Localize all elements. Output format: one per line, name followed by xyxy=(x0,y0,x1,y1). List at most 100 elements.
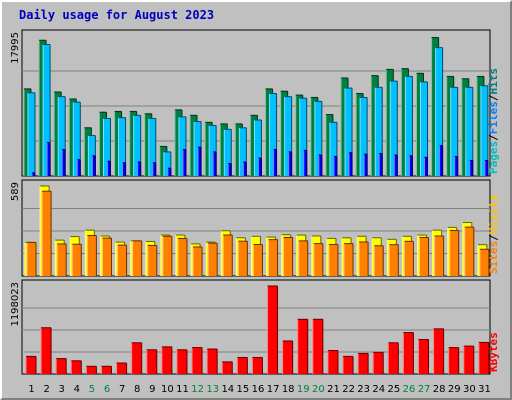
bar-files xyxy=(133,115,141,176)
panel-kbytes: 1198023 KBytes xyxy=(10,279,500,375)
bar-pages xyxy=(213,151,217,176)
bar-sites xyxy=(374,245,384,276)
bar-sites xyxy=(57,243,67,276)
scale-max-label: 589 xyxy=(10,182,21,201)
bar-sites xyxy=(117,245,127,276)
x-tick-label: 3 xyxy=(59,384,65,395)
bar-kbytes xyxy=(312,319,323,374)
x-tick-label: 11 xyxy=(176,384,189,395)
bar-sites xyxy=(162,236,172,276)
bar-sites xyxy=(72,244,82,276)
bar-kbytes xyxy=(71,360,82,374)
bar-kbytes xyxy=(282,340,293,374)
x-tick-label: 14 xyxy=(221,384,234,395)
x-tick-label: 25 xyxy=(388,384,401,395)
x-tick-label: 23 xyxy=(357,384,370,395)
bar-sites xyxy=(449,230,459,276)
legend: Sites/Visits xyxy=(487,195,500,275)
x-tick-label: 27 xyxy=(418,384,431,395)
legend: Pages/Files/Hits xyxy=(487,68,500,174)
scale-max-label: 1198023 xyxy=(10,282,21,327)
x-tick-label: 12 xyxy=(191,384,204,395)
bar-files xyxy=(209,125,217,176)
bar-files xyxy=(345,88,353,176)
panel-hits-files-pages: 17995 Pages/Files/Hits xyxy=(10,29,500,177)
x-tick-label: 20 xyxy=(312,384,325,395)
bar-kbytes xyxy=(146,349,157,374)
bar-files xyxy=(224,129,232,176)
x-tick-label: 2 xyxy=(43,384,49,395)
bar-files xyxy=(43,44,51,177)
x-tick-label: 15 xyxy=(237,384,250,395)
bar-pages xyxy=(484,160,488,176)
bar-pages xyxy=(152,162,156,176)
bar-files xyxy=(375,87,383,176)
bar-sites xyxy=(344,243,354,276)
bar-kbytes xyxy=(373,352,384,374)
bar-kbytes xyxy=(161,346,172,374)
bar-files xyxy=(148,118,156,176)
bar-pages xyxy=(454,156,458,176)
bar-files xyxy=(58,96,66,176)
bar-pages xyxy=(47,142,51,176)
bar-sites xyxy=(193,246,203,276)
bar-pages xyxy=(394,154,398,176)
bar-files xyxy=(329,122,337,176)
bar-kbytes xyxy=(26,356,36,374)
bar-files xyxy=(28,92,35,176)
bar-kbytes xyxy=(418,339,429,374)
legend-entry: Sites xyxy=(487,241,500,274)
bar-pages xyxy=(62,149,66,176)
bar-sites xyxy=(27,242,36,276)
panel-visits-sites: 589 Sites/Visits xyxy=(10,179,500,277)
bar-sites xyxy=(87,235,97,276)
bar-sites xyxy=(238,241,248,276)
bar-sites xyxy=(208,243,218,276)
bar-kbytes xyxy=(41,327,52,374)
bar-pages xyxy=(469,160,473,176)
bar-pages xyxy=(273,149,277,176)
bar-files xyxy=(420,81,428,176)
legend-entry: / xyxy=(487,134,500,141)
bar-files xyxy=(360,97,368,176)
bar-sites xyxy=(328,244,338,276)
x-tick-label: 18 xyxy=(282,384,295,395)
bar-kbytes xyxy=(267,286,278,374)
bar-files xyxy=(405,76,413,176)
bar-files xyxy=(118,117,126,176)
bar-kbytes xyxy=(131,342,142,374)
bar-sites xyxy=(177,238,187,276)
bar-files xyxy=(390,81,398,176)
bar-pages xyxy=(364,154,368,176)
bar-kbytes xyxy=(433,328,444,374)
bar-sites xyxy=(283,237,293,276)
x-tick-label: 24 xyxy=(372,384,385,395)
bar-kbytes xyxy=(358,353,369,374)
bar-files xyxy=(163,151,171,176)
x-tick-label: 7 xyxy=(119,384,125,395)
bar-kbytes xyxy=(478,342,489,374)
bar-files xyxy=(480,85,488,176)
bar-pages xyxy=(303,150,307,176)
bar-kbytes xyxy=(327,350,338,374)
x-tick-label: 16 xyxy=(252,384,265,395)
bar-files xyxy=(284,96,292,176)
bar-sites xyxy=(253,244,263,276)
legend-entry: Visits xyxy=(487,195,500,235)
bar-kbytes xyxy=(252,357,263,374)
bar-kbytes xyxy=(86,366,97,374)
bar-files xyxy=(254,119,262,176)
bar-pages xyxy=(409,155,413,176)
bar-sites xyxy=(359,241,369,276)
x-tick-label: 6 xyxy=(104,384,110,395)
legend: KBytes xyxy=(487,332,500,372)
bar-pages xyxy=(439,145,443,176)
bar-files xyxy=(450,87,458,176)
scale-max-label: 17995 xyxy=(10,32,21,64)
bar-files xyxy=(269,93,277,176)
bar-pages xyxy=(318,154,322,176)
bar-kbytes xyxy=(116,362,127,374)
bar-pages xyxy=(107,161,111,176)
bar-pages xyxy=(137,161,141,176)
bar-pages xyxy=(333,156,337,176)
